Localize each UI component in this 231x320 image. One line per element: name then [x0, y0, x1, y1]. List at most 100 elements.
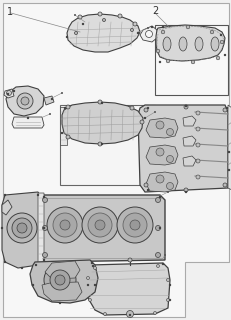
Circle shape — [12, 218, 32, 238]
Circle shape — [155, 49, 159, 53]
Circle shape — [195, 159, 199, 163]
Circle shape — [53, 213, 77, 237]
Circle shape — [4, 194, 6, 196]
Circle shape — [50, 270, 70, 290]
Polygon shape — [38, 195, 42, 212]
Polygon shape — [88, 263, 169, 315]
Polygon shape — [38, 193, 44, 267]
Circle shape — [66, 36, 68, 38]
Circle shape — [42, 252, 47, 258]
Circle shape — [230, 121, 231, 123]
Circle shape — [130, 28, 133, 31]
Bar — [60, 105, 154, 185]
Polygon shape — [145, 145, 177, 165]
Circle shape — [126, 310, 133, 317]
Circle shape — [129, 220, 139, 230]
Circle shape — [7, 93, 9, 95]
Circle shape — [219, 40, 223, 44]
Circle shape — [17, 93, 33, 109]
Circle shape — [158, 61, 161, 63]
Circle shape — [116, 207, 152, 243]
Circle shape — [128, 258, 131, 262]
Circle shape — [195, 175, 199, 179]
Polygon shape — [42, 282, 82, 301]
Circle shape — [166, 299, 169, 301]
Circle shape — [230, 141, 231, 143]
Polygon shape — [44, 96, 54, 105]
Circle shape — [150, 26, 152, 28]
Polygon shape — [182, 156, 195, 166]
Circle shape — [86, 276, 89, 279]
Circle shape — [35, 264, 37, 266]
Circle shape — [195, 127, 199, 131]
Circle shape — [158, 196, 161, 198]
Circle shape — [1, 227, 3, 229]
Circle shape — [97, 12, 102, 16]
Circle shape — [128, 314, 131, 316]
Circle shape — [227, 169, 229, 171]
Circle shape — [93, 267, 96, 269]
Circle shape — [43, 227, 45, 229]
Circle shape — [161, 26, 164, 28]
Polygon shape — [182, 136, 195, 146]
Circle shape — [143, 117, 146, 119]
Polygon shape — [45, 261, 80, 279]
Circle shape — [166, 156, 173, 163]
Circle shape — [42, 226, 47, 230]
Circle shape — [155, 121, 163, 129]
Circle shape — [103, 313, 106, 316]
Circle shape — [146, 27, 148, 29]
Circle shape — [155, 175, 163, 183]
Circle shape — [74, 31, 77, 35]
Circle shape — [37, 194, 39, 196]
Text: 2: 2 — [151, 6, 158, 16]
Circle shape — [93, 284, 96, 286]
Circle shape — [153, 311, 156, 315]
Circle shape — [163, 254, 165, 256]
Polygon shape — [227, 105, 231, 190]
Circle shape — [60, 220, 70, 230]
Polygon shape — [60, 107, 67, 145]
Ellipse shape — [162, 37, 170, 51]
Circle shape — [4, 261, 6, 263]
Polygon shape — [67, 14, 139, 52]
Circle shape — [155, 226, 160, 230]
Circle shape — [165, 59, 169, 63]
Circle shape — [129, 106, 134, 110]
Circle shape — [146, 107, 149, 109]
Circle shape — [86, 284, 89, 286]
Circle shape — [222, 183, 226, 187]
Circle shape — [219, 34, 221, 36]
Ellipse shape — [194, 37, 202, 51]
Circle shape — [145, 30, 152, 37]
Circle shape — [146, 189, 149, 191]
Circle shape — [21, 97, 29, 105]
Circle shape — [47, 207, 83, 243]
Circle shape — [166, 278, 169, 282]
Polygon shape — [4, 89, 14, 98]
Polygon shape — [30, 260, 97, 303]
Circle shape — [225, 107, 227, 109]
Circle shape — [132, 22, 137, 26]
Circle shape — [156, 265, 159, 268]
Polygon shape — [137, 105, 227, 192]
Circle shape — [136, 32, 139, 34]
Circle shape — [161, 30, 164, 34]
Circle shape — [82, 23, 84, 25]
Circle shape — [13, 90, 15, 92]
Circle shape — [195, 143, 199, 147]
Circle shape — [43, 259, 45, 261]
Circle shape — [184, 105, 186, 107]
Circle shape — [74, 14, 76, 16]
Circle shape — [166, 191, 168, 193]
Circle shape — [97, 100, 102, 104]
Circle shape — [222, 108, 226, 112]
Polygon shape — [2, 200, 12, 215]
Circle shape — [51, 98, 53, 100]
Circle shape — [17, 223, 27, 233]
Circle shape — [43, 196, 45, 198]
Circle shape — [155, 252, 160, 258]
Circle shape — [66, 135, 70, 139]
Circle shape — [49, 113, 51, 115]
Circle shape — [122, 213, 146, 237]
